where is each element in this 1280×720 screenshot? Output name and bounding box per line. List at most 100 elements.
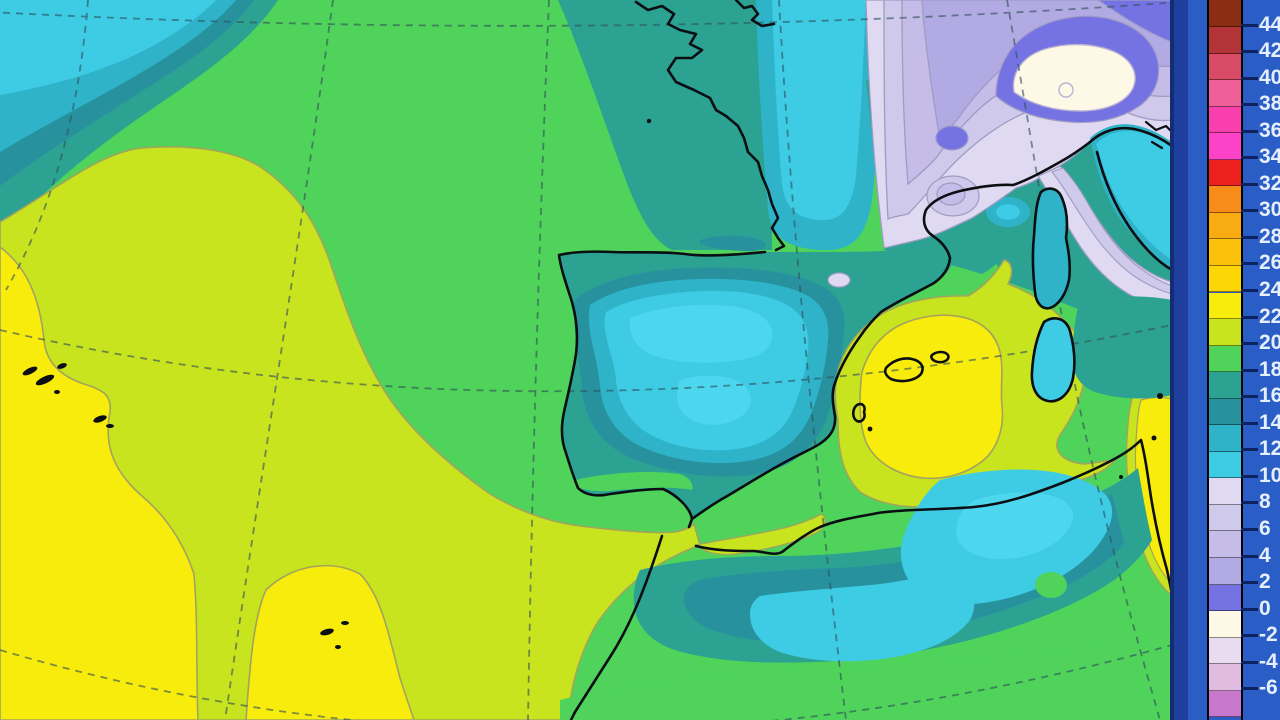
map-right-border	[1170, 0, 1174, 720]
legend-scale-value: 2	[1259, 570, 1271, 594]
lavender-sweep	[1037, 165, 1172, 309]
legend-cell	[1209, 664, 1241, 691]
mallorca-coast	[883, 357, 924, 383]
legend-scale-value: 12	[1259, 437, 1280, 461]
africa-med-coast	[694, 438, 1172, 598]
legend-scale-value: 10	[1259, 463, 1280, 487]
meridian-2	[224, 0, 334, 720]
white-cold-spot	[1012, 43, 1136, 112]
iberia-landmass	[559, 244, 1001, 519]
legend-scale-value: 0	[1259, 596, 1271, 620]
legend-scale-value: 30	[1259, 198, 1280, 222]
legend-tick	[1241, 342, 1258, 346]
normandy-coast	[734, 0, 776, 28]
small-islands	[646, 118, 1163, 479]
legend-tick	[1241, 501, 1258, 505]
legend-scale-value: 20	[1259, 331, 1280, 355]
legend-tick	[1241, 182, 1258, 186]
legend-scale-value: -2	[1259, 623, 1278, 647]
legend-scale-value: 4	[1259, 543, 1271, 567]
north-africa	[560, 468, 1172, 720]
legend-tick	[1241, 421, 1258, 425]
legend-cell	[1209, 239, 1241, 266]
sardinia-coast	[1030, 317, 1076, 403]
legend-scale-value: 8	[1259, 490, 1271, 514]
legend-scale-value: 22	[1259, 304, 1280, 328]
legend-scale-value: 44	[1259, 12, 1280, 36]
meridian-1	[5, 0, 89, 291]
legend-scale-value: 16	[1259, 384, 1280, 408]
legend-cell	[1209, 186, 1241, 213]
sardinia-sea-patch	[1071, 296, 1172, 399]
legend-tick	[1241, 634, 1258, 638]
legend-scale-value: -4	[1259, 649, 1278, 673]
legend-tick	[1241, 262, 1258, 266]
legend-cell	[1209, 584, 1241, 612]
legend-tick	[1241, 129, 1258, 133]
legend-tick	[1241, 315, 1258, 319]
spain-med-coast	[690, 126, 1172, 521]
azores-islands	[22, 363, 114, 428]
legend-tick	[1241, 235, 1258, 239]
legend-tick	[1241, 76, 1258, 80]
legend-tick	[1241, 368, 1258, 372]
legend-tick	[1241, 103, 1258, 107]
legend-scale-value: 26	[1259, 251, 1280, 275]
legend-scale-value: -6	[1259, 676, 1278, 700]
parallel-south	[0, 644, 1172, 720]
legend-scale-value: 18	[1259, 357, 1280, 381]
legend-tick	[1241, 289, 1258, 292]
legend-cell	[1209, 451, 1241, 479]
legend-scale-value: 32	[1259, 171, 1280, 195]
legend-cell	[1209, 319, 1241, 346]
legend-tick	[1241, 687, 1258, 691]
brittany-coast	[634, 0, 786, 252]
italy-coast	[1095, 150, 1172, 272]
legend-cell	[1209, 372, 1241, 399]
legend-cell	[1209, 27, 1241, 54]
legend-cell	[1209, 478, 1241, 505]
iberia-coast	[557, 250, 767, 529]
legend-scale-value: 40	[1259, 65, 1280, 89]
biscay-channel-sea	[558, 0, 772, 251]
map-svg	[0, 0, 1172, 720]
legend-tick	[1241, 527, 1258, 531]
legend-cell	[1209, 53, 1241, 81]
temperature-map	[0, 0, 1172, 720]
legend-cell	[1209, 106, 1241, 134]
legend-tick	[1241, 23, 1258, 27]
panel-edge-stripe	[1174, 0, 1188, 720]
graticule	[0, 0, 1172, 720]
legend-cell	[1209, 212, 1241, 240]
legend-tick	[1241, 50, 1258, 54]
legend-cell	[1209, 504, 1241, 532]
legend-scale-value: 38	[1259, 92, 1280, 116]
legend-cell	[1209, 611, 1241, 638]
legend-cell	[1209, 531, 1241, 558]
sw-warm-region	[0, 146, 758, 720]
legend-cell	[1209, 345, 1241, 373]
legend-tick	[1241, 607, 1258, 611]
france-west-cyan-column	[756, 0, 884, 251]
nw-atlantic-cold-bands	[0, 0, 278, 240]
corsica-coast	[1031, 187, 1072, 310]
legend-tick	[1241, 554, 1258, 558]
africa-west-coast	[569, 534, 664, 720]
legend-cell	[1209, 637, 1241, 665]
legend-scale-value: 14	[1259, 410, 1280, 434]
legend-cell	[1209, 425, 1241, 452]
parallel-north	[0, 1, 1172, 27]
legend-tick	[1241, 581, 1258, 585]
legend-cell	[1209, 690, 1241, 718]
legend-cell	[1209, 159, 1241, 187]
ligurian-cyan-pocket	[1090, 124, 1172, 268]
legend-cell	[1209, 558, 1241, 585]
legend-cell	[1209, 292, 1241, 320]
legend-cell	[1209, 265, 1241, 293]
legend-cell	[1209, 0, 1241, 27]
legend-cell	[1209, 398, 1241, 426]
legend-cell	[1209, 133, 1241, 160]
legend-scale-value: 24	[1259, 278, 1280, 301]
parallel-middle	[0, 324, 1172, 393]
